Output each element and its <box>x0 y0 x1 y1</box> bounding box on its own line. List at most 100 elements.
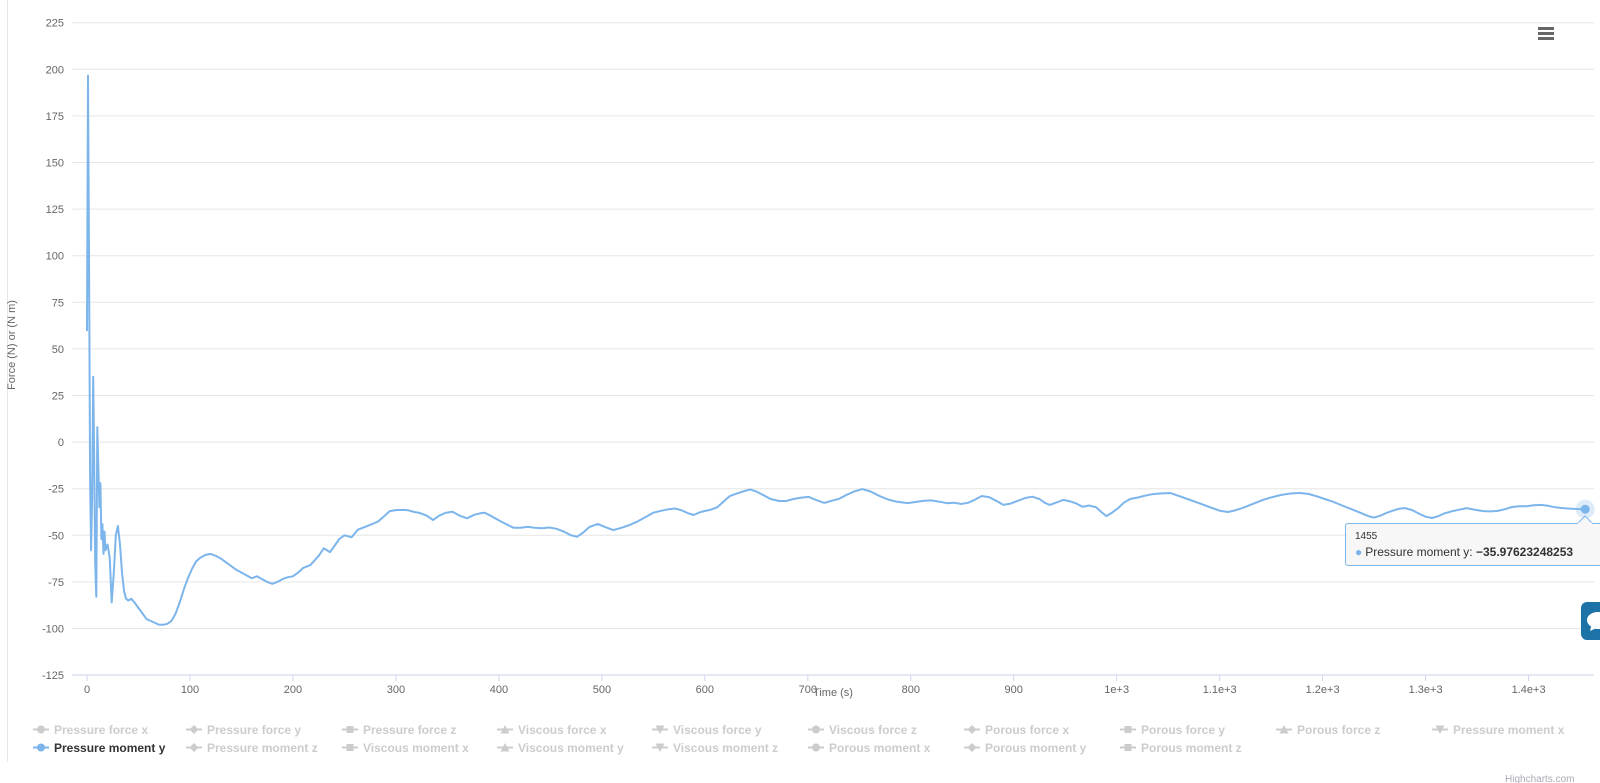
legend-item-viscous-force-y[interactable]: Viscous force y <box>652 722 762 737</box>
legend-marker-diamond-icon <box>964 743 980 752</box>
legend-marker-diamond-icon <box>186 725 202 734</box>
x-axis-tick-label: 0 <box>84 684 90 696</box>
legend-item-label: Viscous moment x <box>363 740 469 755</box>
tooltip-value: −35.97623248253 <box>1475 545 1574 559</box>
y-axis-tick-label: 75 <box>52 297 64 309</box>
legend-marker-diamond-icon <box>186 743 202 752</box>
legend-item-pressure-force-x[interactable]: Pressure force x <box>33 722 148 737</box>
legend-item-viscous-moment-x[interactable]: Viscous moment x <box>342 740 469 755</box>
y-axis-tick-label: -25 <box>48 484 64 496</box>
legend-marker-triangle-down-icon <box>652 725 668 734</box>
legend-marker-triangle-down-icon <box>652 743 668 752</box>
y-axis-tick-label: 50 <box>52 344 64 356</box>
legend-item-label: Porous moment x <box>829 740 931 755</box>
legend-item-porous-moment-x[interactable]: Porous moment x <box>808 740 930 755</box>
legend-item-label: Viscous moment z <box>673 740 779 755</box>
series-line[interactable] <box>86 74 1587 626</box>
y-axis-tick-label: -75 <box>48 577 64 589</box>
x-axis-tick-label: 500 <box>593 684 611 696</box>
x-axis-tick-label: 1e+3 <box>1104 684 1129 696</box>
chat-bubble-icon <box>1587 612 1600 631</box>
y-axis-tick-label: 0 <box>58 437 64 449</box>
x-axis-tick-label: 300 <box>387 684 405 696</box>
legend-marker-circle-icon <box>808 725 824 734</box>
legend-item-label: Viscous moment y <box>518 740 624 755</box>
legend-marker-triangle-icon <box>1276 725 1292 734</box>
x-axis-tick-label: 900 <box>1005 684 1023 696</box>
legend-item-label: Pressure force x <box>54 722 149 737</box>
y-axis-tick-label: 200 <box>46 64 64 76</box>
legend-marker-square-icon <box>342 744 358 751</box>
x-axis-tick-label: 200 <box>284 684 302 696</box>
legend-item-pressure-force-y[interactable]: Pressure force y <box>186 722 301 737</box>
legend-item-label: Pressure force z <box>363 722 457 737</box>
legend-item-porous-force-y[interactable]: Porous force y <box>1120 722 1225 737</box>
legend-item-porous-moment-y[interactable]: Porous moment y <box>964 740 1086 755</box>
legend-item-label: Porous force x <box>985 722 1070 737</box>
legend-item-label: Porous moment y <box>985 740 1087 755</box>
y-axis-tick-label: -50 <box>48 530 64 542</box>
chat-widget-button[interactable] <box>1581 602 1600 640</box>
hover-point-marker[interactable] <box>1580 504 1590 514</box>
series-bullet-icon: ● <box>1355 545 1363 559</box>
tooltip-series-name: Pressure moment y: <box>1365 545 1473 559</box>
x-axis-tick-label: 1.3e+3 <box>1409 684 1443 696</box>
y-axis-tick-label: 175 <box>46 111 64 123</box>
x-axis-title: Time (s) <box>813 687 853 699</box>
y-axis-tick-label: 225 <box>46 18 64 30</box>
tooltip-series-row: ● Pressure moment y: −35.97623248253 <box>1355 545 1593 559</box>
x-axis-tick-label: 1.1e+3 <box>1203 684 1237 696</box>
y-axis-tick-label: 25 <box>52 391 64 403</box>
legend-item-label: Viscous force y <box>673 722 762 737</box>
legend-marker-triangle-down-icon <box>1432 725 1448 734</box>
y-axis-title: Force (N) or (N m) <box>6 300 18 390</box>
hamburger-menu-icon <box>1538 31 1554 35</box>
hamburger-menu-icon <box>1538 26 1554 30</box>
legend-item-label: Pressure moment z <box>207 740 318 755</box>
line-chart-plot: 225 200 175 150 125 100 75 50 25 0 -25 -50 -75 -100 -1… <box>42 18 1595 696</box>
legend-item-pressure-moment-x[interactable]: Pressure moment x <box>1432 722 1564 737</box>
legend-item-label: Porous force y <box>1141 722 1226 737</box>
legend-item-viscous-moment-y[interactable]: Viscous moment y <box>497 740 624 755</box>
legend-marker-triangle-icon <box>497 743 513 752</box>
x-axis-tick-label: 400 <box>490 684 508 696</box>
legend-marker-circle-icon <box>33 743 49 752</box>
y-axis-tick-label: 100 <box>46 251 64 263</box>
legend-marker-circle-icon <box>808 743 824 752</box>
legend-marker-triangle-icon <box>497 725 513 734</box>
legend-item-viscous-force-z[interactable]: Viscous force z <box>808 722 917 737</box>
legend-item-label: Pressure moment y <box>54 740 166 755</box>
legend-item-label: Viscous force x <box>518 722 607 737</box>
y-axis-tick-label: -100 <box>42 624 64 636</box>
chart-tooltip: 1455 ● Pressure moment y: −35.97623248253 <box>1345 515 1600 566</box>
legend-marker-square-icon <box>1120 726 1136 733</box>
highcharts-credit-link[interactable]: Highcharts.com <box>1505 774 1575 783</box>
legend-item-porous-moment-z[interactable]: Porous moment z <box>1120 740 1242 755</box>
hamburger-menu-icon <box>1538 36 1554 40</box>
legend-item-porous-force-x[interactable]: Porous force x <box>964 722 1069 737</box>
x-axis-tick-label: 100 <box>181 684 199 696</box>
x-axis-tick-label: 700 <box>799 684 817 696</box>
x-axis-tick-label: 800 <box>902 684 920 696</box>
legend-item-label: Pressure moment x <box>1453 722 1565 737</box>
x-axis-tick-label: 1.4e+3 <box>1512 684 1546 696</box>
legend-item-label: Porous moment z <box>1141 740 1242 755</box>
x-axis-tick-label: 1.2e+3 <box>1306 684 1340 696</box>
legend-item-viscous-moment-z[interactable]: Viscous moment z <box>652 740 778 755</box>
legend-marker-diamond-icon <box>964 725 980 734</box>
x-axis-tick-label: 600 <box>696 684 714 696</box>
legend-item-label: Pressure force y <box>207 722 302 737</box>
legend-marker-square-icon <box>1120 744 1136 751</box>
chart-export-menu-button[interactable] <box>1532 21 1560 45</box>
legend-item-pressure-force-z[interactable]: Pressure force z <box>342 722 456 737</box>
y-axis-tick-label: 125 <box>46 204 64 216</box>
legend-marker-square-icon <box>342 726 358 733</box>
legend-item-porous-force-z[interactable]: Porous force z <box>1276 722 1380 737</box>
legend-item-pressure-moment-y[interactable]: Pressure moment y <box>33 740 165 755</box>
legend-item-viscous-force-x[interactable]: Viscous force x <box>497 722 607 737</box>
page-left-border <box>7 0 8 762</box>
y-axis-tick-label: -125 <box>42 670 64 682</box>
legend-item-label: Porous force z <box>1297 722 1381 737</box>
legend-item-pressure-moment-z[interactable]: Pressure moment z <box>186 740 318 755</box>
